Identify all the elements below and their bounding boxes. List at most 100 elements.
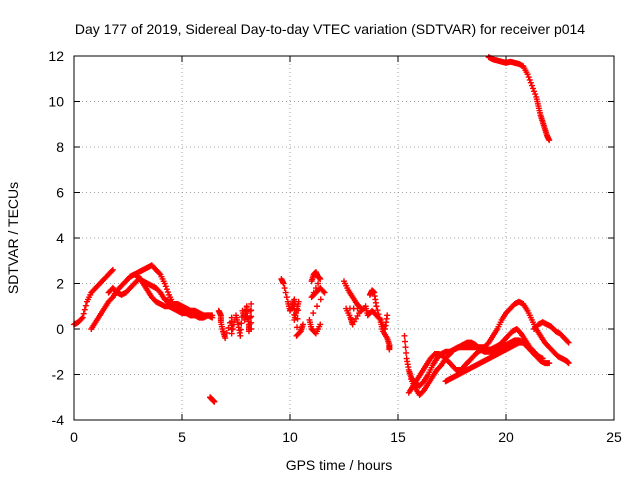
y-tick-label: 12 [48,48,64,64]
data-point [238,320,245,327]
data-point [291,296,298,303]
data-point [209,312,216,319]
data-point [280,280,287,287]
data-point [317,321,324,328]
axis-ticks: 0 5 10 15 20 25 -4 -2 0 2 4 6 8 10 12 [48,48,622,445]
data-point [109,266,116,273]
data-point [281,285,288,292]
data-point [211,398,218,405]
data-point [564,338,571,345]
x-axis-label: GPS time / hours [286,457,393,473]
data-point [164,289,171,296]
data-point [402,338,409,345]
data-point [294,315,301,322]
data-point [373,303,380,310]
data-point [403,349,410,356]
data-point [247,314,254,321]
data-point [248,319,255,326]
data-point [527,79,534,86]
data-point [80,310,87,317]
x-tick-label: 25 [606,429,622,445]
data-point [248,326,255,332]
data-point [248,313,255,320]
data-point [78,315,85,322]
x-tick-label: 20 [498,429,514,445]
data-point [532,91,539,98]
data-point [282,289,289,296]
chart-title: Day 177 of 2019, Sidereal Day-to-day VTE… [75,21,585,37]
y-tick-label: -4 [52,412,65,428]
data-point [520,339,527,346]
data-point [317,275,324,282]
data-point [248,307,255,314]
data-point [248,300,255,307]
data-point [315,280,322,287]
data-point [402,344,409,351]
data-point [163,286,170,293]
data-points [71,54,572,405]
data-point [283,294,290,301]
y-tick-label: 4 [56,230,64,246]
series-arc-g [278,275,306,339]
y-tick-label: 10 [48,94,64,110]
x-tick-label: 5 [178,429,186,445]
data-point [225,324,232,331]
data-point [526,76,533,83]
data-point [162,283,169,290]
data-point [546,360,553,367]
data-point [299,321,306,328]
data-point [228,330,235,337]
data-point [531,88,538,95]
data-point [565,360,572,367]
series-arc-n [442,339,527,385]
x-tick-label: 0 [70,429,78,445]
series-arc-k [401,298,572,389]
data-point [320,288,327,295]
data-point [524,71,531,78]
data-point [82,302,89,309]
data-point [374,307,381,314]
data-point [386,346,393,353]
y-tick-label: 2 [56,276,64,292]
data-point [310,310,317,317]
data-point [108,267,115,274]
data-point [79,314,86,321]
grid-lines [74,56,614,420]
series-arc-e [207,394,218,405]
series-arc-d [127,271,216,321]
series-arc-b [88,262,194,332]
y-tick-label: -2 [52,367,65,383]
data-point [161,280,168,287]
data-point [528,82,535,89]
data-point [229,326,236,332]
series-arc-a [71,266,116,328]
series-arc-j [366,287,393,353]
data-point [295,298,302,305]
series-arc-p [485,54,553,144]
data-point [314,303,320,310]
series-arc-f [215,300,255,342]
y-axis-label: SDTVAR / TECUs [5,182,21,294]
data-point [401,332,408,339]
data-point [565,339,572,346]
data-point [375,311,382,318]
y-tick-label: 0 [56,321,64,337]
data-point [321,289,328,296]
data-point [317,296,324,303]
data-point [237,326,244,333]
data-point [81,306,88,313]
data-point [530,85,536,92]
series-arc-h [306,269,328,337]
series-arc-o [531,319,572,346]
data-point [546,137,553,144]
data-point [295,307,302,314]
data-point [156,270,163,277]
x-tick-label: 15 [390,429,406,445]
data-point [376,315,383,322]
y-tick-label: 6 [56,185,64,201]
data-point [525,74,532,81]
x-tick-label: 10 [282,429,298,445]
y-tick-label: 8 [56,139,64,155]
data-point [237,332,244,339]
